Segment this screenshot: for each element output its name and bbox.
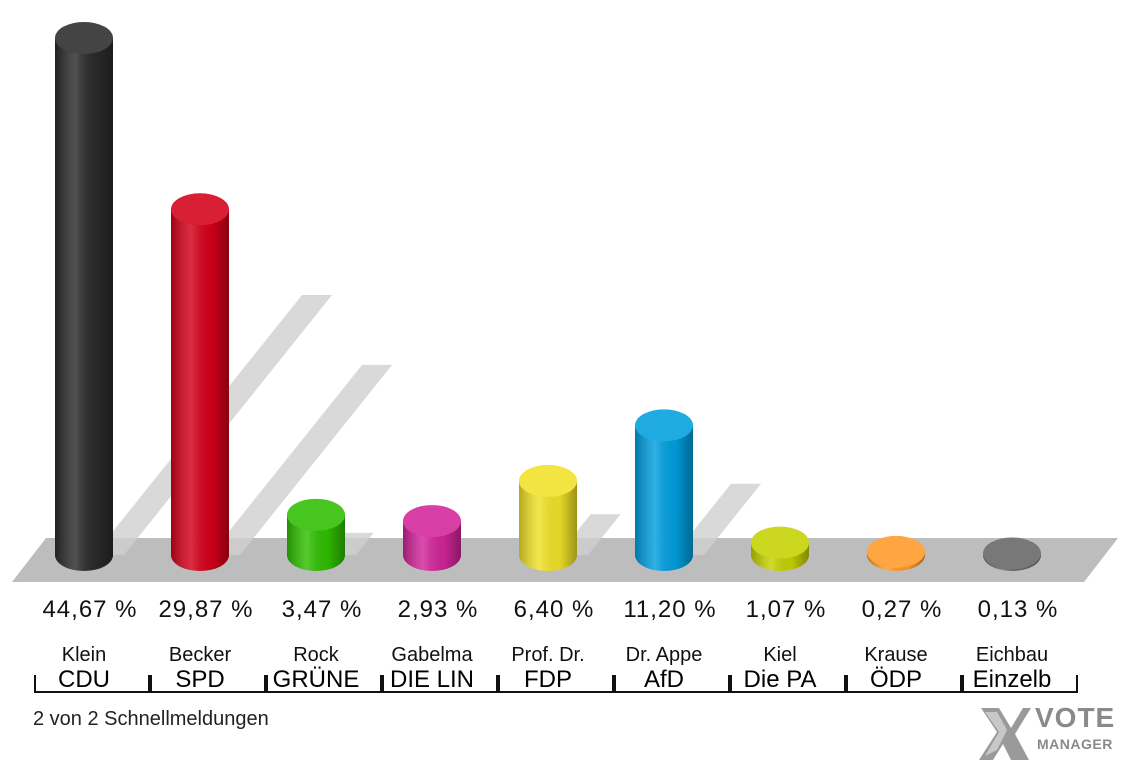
bar-cap xyxy=(751,526,809,559)
value-label: 6,40 % xyxy=(513,596,595,623)
bar-cap xyxy=(171,193,229,226)
bar-cap-highlight xyxy=(403,505,461,538)
category-bracket xyxy=(266,675,382,693)
bar-cap-highlight xyxy=(287,498,345,531)
bar-Die PA xyxy=(751,526,809,571)
candidate-label: Eichbau xyxy=(975,644,1049,666)
category-bracket xyxy=(730,675,846,693)
bar-FDP xyxy=(519,464,577,571)
party-label: AfD xyxy=(643,666,684,693)
bar-cap-highlight xyxy=(867,535,925,568)
bar-cap-highlight xyxy=(171,193,229,226)
party-label: CDU xyxy=(58,666,110,693)
candidate-label: Klein xyxy=(61,644,107,666)
value-label: 0,27 % xyxy=(861,596,943,623)
candidate-label: Prof. Dr. xyxy=(511,644,585,666)
party-label: FDP xyxy=(524,666,572,693)
candidate-label: Gabelma xyxy=(391,644,473,666)
bar-cap-highlight xyxy=(983,537,1041,570)
category-bracket xyxy=(614,675,730,693)
party-label: Einzelb xyxy=(972,666,1052,693)
logo-word: VOTE xyxy=(1035,702,1116,733)
bar-cap xyxy=(983,537,1041,570)
bar-cap xyxy=(635,409,693,442)
candidate-label: Dr. Appe xyxy=(625,644,703,666)
candidate-label: Krause xyxy=(864,644,928,666)
party-label: Die PA xyxy=(743,666,817,693)
bar-cap xyxy=(519,464,577,497)
bar-Einzelb xyxy=(983,537,1041,571)
bar-cap xyxy=(55,22,113,54)
value-label: 1,07 % xyxy=(745,596,827,623)
value-label: 44,67 % xyxy=(42,596,138,623)
value-label: 11,20 % xyxy=(623,596,717,623)
category-bracket xyxy=(498,675,614,693)
bar-bottom-shading xyxy=(403,539,461,571)
category-bracket xyxy=(962,675,1078,693)
bar-DIE LIN xyxy=(403,505,461,571)
bar-CDU xyxy=(55,22,113,571)
vote-manager-logo: VOTE MANAGER xyxy=(975,700,1125,764)
category-bracket xyxy=(846,675,962,693)
logo-sub: MANAGER xyxy=(1037,736,1113,752)
bar-ÖDP xyxy=(867,535,925,571)
bar-cap xyxy=(287,498,345,531)
value-label: 3,47 % xyxy=(281,596,363,623)
bar-AfD xyxy=(635,409,693,571)
x-mark-icon xyxy=(979,708,1031,760)
bars xyxy=(55,22,1041,571)
bar-bottom-shading xyxy=(519,539,577,571)
value-label: 2,93 % xyxy=(397,596,479,623)
candidate-label: Becker xyxy=(168,644,232,666)
party-label: ÖDP xyxy=(869,666,922,693)
bar-SPD xyxy=(171,193,229,571)
bar-cap-highlight xyxy=(635,409,693,442)
bar-shading xyxy=(635,425,693,555)
party-label: DIE LIN xyxy=(389,666,475,693)
value-label: 0,13 % xyxy=(977,596,1059,623)
candidate-label: Kiel xyxy=(763,644,797,666)
bar-bottom-shading xyxy=(287,539,345,571)
value-label: 29,87 % xyxy=(158,596,254,623)
party-label: SPD xyxy=(175,666,225,693)
bar-shadow xyxy=(210,364,393,555)
bar-cap-highlight xyxy=(751,526,809,559)
party-label: GRÜNE xyxy=(272,666,360,693)
bar-shading xyxy=(171,209,229,555)
chart-plot xyxy=(12,22,1118,582)
bar-bottom-shading xyxy=(171,539,229,571)
footer-text: 2 von 2 Schnellmeldungen xyxy=(33,708,269,730)
bar-GRÜNE xyxy=(287,498,345,571)
category-bracket xyxy=(150,675,266,693)
category-bracket xyxy=(382,675,498,693)
bar-cap xyxy=(867,535,925,568)
bar-shadow xyxy=(674,483,762,555)
candidate-label: Rock xyxy=(293,644,339,666)
category-bracket xyxy=(34,675,150,693)
bar-bottom-shading xyxy=(55,539,113,571)
bar-bottom-shading xyxy=(635,539,693,571)
bar-cap-highlight xyxy=(55,22,113,54)
bar-shading xyxy=(55,38,113,555)
bar-cap xyxy=(403,505,461,538)
bar-cap-highlight xyxy=(519,464,577,497)
